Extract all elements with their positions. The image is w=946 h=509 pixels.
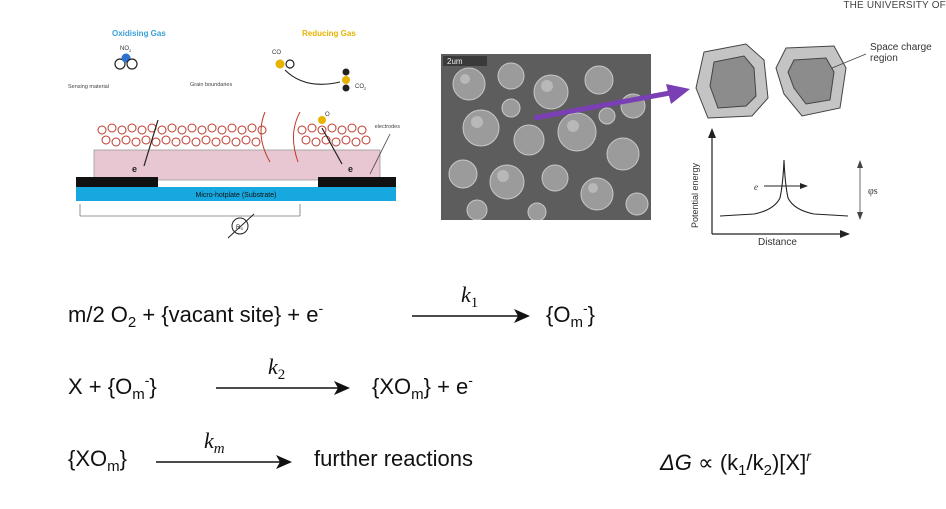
- adsorbed-co: [318, 116, 326, 124]
- co2-molecule-o2: [342, 84, 350, 92]
- energy-barrier-diagram: Space charge region Potential energy Dis…: [690, 42, 932, 248]
- space-charge-label: Space charge region: [870, 42, 932, 64]
- equation-1-rhs: {Om-}: [546, 300, 595, 331]
- substrate-label: Micro-hotplate (Substrate): [196, 192, 277, 199]
- grain-chain-bottom: [101, 135, 371, 147]
- co2-molecule-c: [342, 76, 350, 84]
- barrier-curve: [719, 159, 849, 217]
- electrode-left: [76, 177, 158, 187]
- co-oxidation-arrow: [284, 69, 341, 85]
- sensing-material-label: Sensing material: [68, 84, 109, 90]
- equation-2-rhs: {XOm} + e-: [372, 372, 473, 403]
- o-label: O: [325, 112, 330, 118]
- resistance-meter-arrow: [227, 213, 255, 239]
- gas-sensor-diagram: Oxidising Gas Reducing Gas NO2 Sensing m…: [68, 29, 401, 239]
- equation-3-arrow: [156, 455, 292, 469]
- electrodes-label: electrodes: [375, 124, 401, 130]
- co-molecule-c: [275, 59, 285, 69]
- reducing-gas-label: Reducing Gas: [302, 29, 356, 38]
- grain-chain-top: [97, 123, 367, 135]
- equation-3-lhs: {XOm}: [68, 446, 127, 475]
- substrate: [76, 187, 396, 201]
- oxidising-gas-label: Oxidising Gas: [112, 29, 166, 38]
- space-charge-pointer: [831, 53, 867, 69]
- equation-3-rhs: further reactions: [314, 446, 473, 471]
- co2-label: CO2: [355, 84, 367, 91]
- equation-1-arrow: [412, 309, 530, 323]
- no2-molecule-o2: [126, 58, 138, 70]
- co2-molecule-o1: [342, 68, 350, 76]
- institution-header: THE UNIVERSITY OF: [843, 0, 946, 11]
- equation-2-lhs: X + {Om-}: [68, 372, 157, 403]
- equation-1-lhs: m/2 O2 + {vacant site} + e-: [68, 300, 324, 331]
- equation-2-arrow: [216, 381, 350, 395]
- electrodes-pointer: [369, 133, 391, 175]
- sem-scale-label: 2um: [447, 57, 463, 66]
- potential-energy-label: Potential energy: [690, 162, 700, 228]
- no2-molecule-o1: [114, 58, 126, 70]
- grain-right-core: [787, 57, 835, 105]
- grain-boundaries-label: Grain boundaries: [190, 82, 232, 88]
- distance-label: Distance: [758, 237, 797, 248]
- grain-boundary-2: [293, 111, 301, 163]
- sem-micrograph: 2um: [441, 54, 651, 220]
- sensing-film: [93, 149, 381, 181]
- grain-boundary-1: [260, 111, 271, 163]
- co-molecule-o: [285, 59, 295, 69]
- electron-capture-arrow: [143, 119, 159, 167]
- co-label: CO: [272, 50, 281, 56]
- electron-left: e: [132, 164, 137, 174]
- electrode-right: [318, 177, 396, 187]
- grain-left-core: [709, 55, 757, 109]
- electron-right: e: [348, 164, 353, 174]
- equation-2-rate-constant: k2: [268, 354, 286, 383]
- electron-label: e: [754, 182, 758, 192]
- barrier-height-label: φs: [868, 186, 878, 197]
- equation-1-rate-constant: k1: [461, 282, 479, 311]
- grain-pointer-arrow: [533, 84, 690, 121]
- free-energy-relation: ΔG ∝ (k1/k2)[X]r: [660, 448, 811, 479]
- no2-label: NO2: [120, 46, 132, 53]
- electron-release-arrow: [321, 127, 343, 165]
- equation-3-rate-constant: km: [204, 428, 225, 457]
